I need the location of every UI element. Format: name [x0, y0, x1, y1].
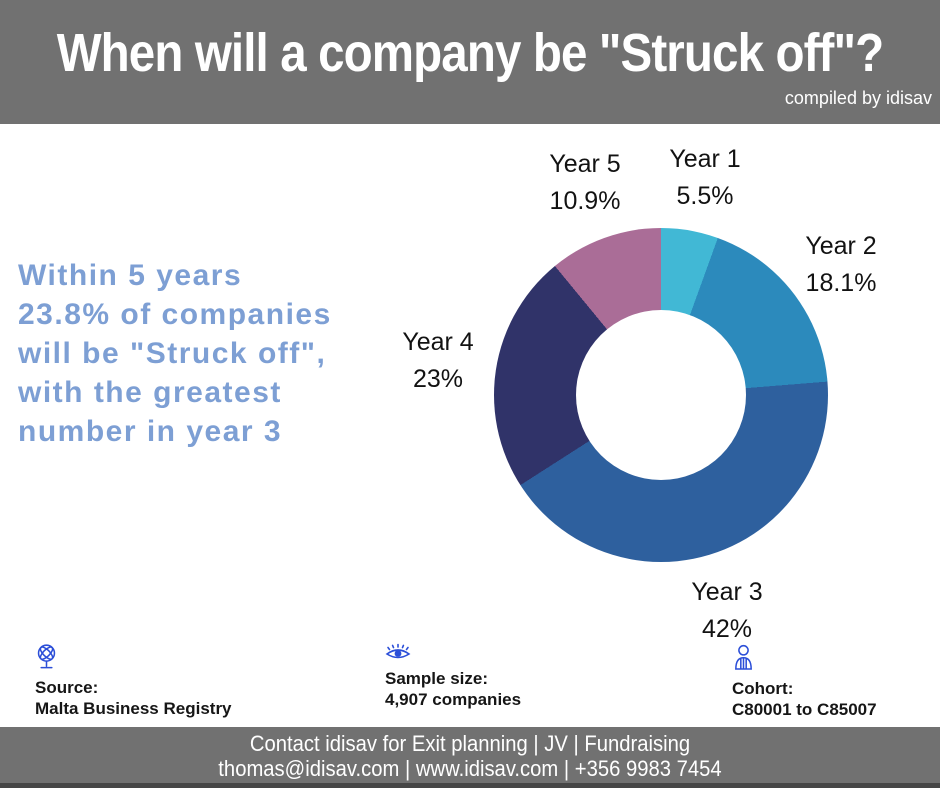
insight-text: Within 5 years 23.8% of companies will b…	[18, 259, 332, 448]
donut-hole	[576, 310, 746, 480]
fact-label: Cohort:	[732, 679, 794, 698]
slice-category: Year 4	[402, 328, 474, 356]
slice-percent: 42%	[701, 615, 753, 643]
footer: Contact idisav for Exit planning | JV | …	[0, 727, 940, 788]
fact-cohort: Cohort: C80001 to C85007	[732, 643, 940, 720]
fact-source: Source: Malta Business Registry	[35, 643, 335, 719]
fact-value: 4,907 companies	[385, 690, 522, 709]
slice-percent: 18.1%	[805, 269, 877, 297]
slice-percent: 10.9%	[549, 187, 621, 215]
footer-contact-line: Contact idisav for Exit planning | JV | …	[249, 731, 691, 756]
slice-category: Year 5	[549, 150, 621, 178]
header: When will a company be "Struck off"? com…	[0, 0, 940, 124]
fact-sample-size: Sample size: 4,907 companies	[385, 643, 685, 710]
slice-category: Year 2	[805, 232, 877, 260]
slice-percent: 23%	[412, 365, 464, 393]
eye-icon	[385, 643, 411, 659]
byline: compiled by idisav	[784, 88, 932, 108]
slice-label-year-2: Year 2 18.1%	[766, 228, 916, 302]
fact-value: Malta Business Registry	[35, 699, 232, 718]
slice-label-year-1: Year 1 5.5%	[630, 141, 780, 215]
person-icon	[735, 644, 752, 670]
slice-category: Year 1	[669, 145, 741, 173]
slice-category: Year 3	[691, 578, 763, 606]
slice-label-year-5: Year 5 10.9%	[510, 146, 660, 220]
fact-value: C80001 to C85007	[732, 700, 877, 719]
slice-label-year-4: Year 4 23%	[363, 324, 513, 398]
slice-label-year-3: Year 3 42%	[652, 574, 802, 648]
fact-label: Source:	[35, 678, 99, 697]
donut-chart	[494, 228, 828, 562]
globe-icon	[37, 644, 56, 669]
page-title: When will a company be "Struck off"?	[56, 23, 884, 83]
fact-label: Sample size:	[385, 669, 488, 688]
slice-percent: 5.5%	[676, 182, 734, 210]
footer-details-line: thomas@idisav.com | www.idisav.com | +35…	[218, 756, 722, 781]
